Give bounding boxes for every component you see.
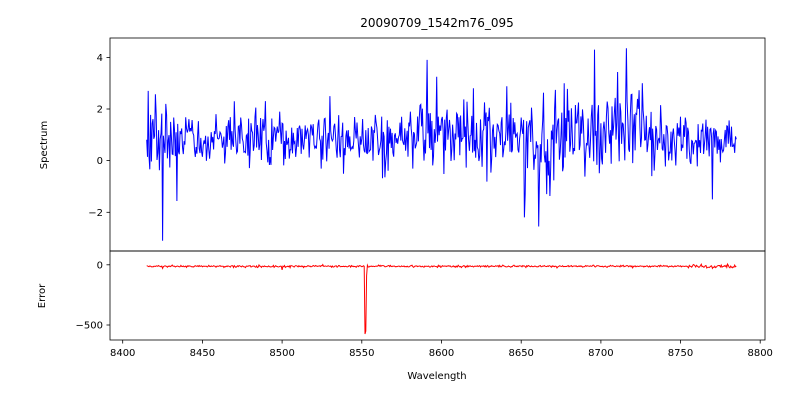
y-axis-label-spectrum: Spectrum [39, 121, 50, 169]
y-tick-label: −500 [76, 321, 103, 332]
x-tick-label: 8600 [429, 348, 454, 359]
spectrum-line [146, 48, 737, 241]
y-tick-label: −2 [88, 208, 103, 219]
y-tick-label: 2 [97, 105, 103, 116]
x-tick-label: 8400 [110, 348, 135, 359]
chart-title: 20090709_1542m76_095 [360, 16, 513, 30]
x-tick-label: 8500 [269, 348, 294, 359]
y-tick-label: 4 [97, 53, 103, 64]
y-tick-label: 0 [97, 260, 103, 271]
x-tick-label: 8750 [668, 348, 693, 359]
x-tick-label: 8800 [747, 348, 772, 359]
axes-frame-error [109, 250, 766, 341]
error-line [146, 262, 737, 335]
x-axis-label: Wavelength [407, 371, 466, 382]
x-tick-label: 8650 [508, 348, 533, 359]
plot-area: −2 0 2 4 −500 0 8400 8450 8500 8550 8600 8650 8700 87… [76, 37, 773, 359]
y-axis-label-error: Error [37, 283, 48, 308]
x-tick-label: 8450 [190, 348, 215, 359]
x-tick-label: 8700 [588, 348, 613, 359]
y-tick-label: 0 [97, 156, 103, 167]
x-tick-label: 8550 [349, 348, 374, 359]
